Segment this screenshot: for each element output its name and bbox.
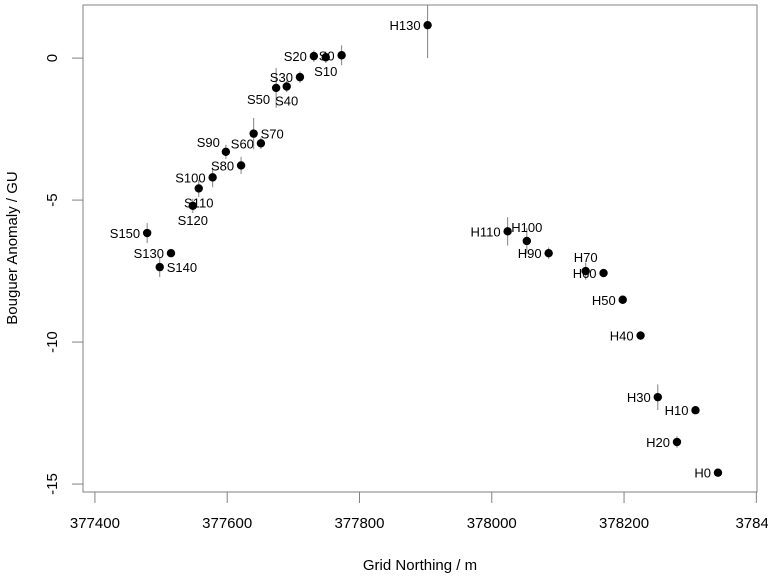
y-tick-label: 0 xyxy=(44,54,61,62)
data-point xyxy=(618,295,627,304)
point-label: S40 xyxy=(275,93,298,108)
y-tick-label: -10 xyxy=(44,331,61,353)
data-point xyxy=(208,173,217,182)
data-point xyxy=(166,248,176,258)
point-label: S80 xyxy=(211,158,234,173)
x-tick-label: 377400 xyxy=(70,515,120,532)
data-point xyxy=(713,468,723,477)
point-label: H60 xyxy=(573,266,597,281)
plot-frame xyxy=(82,4,758,493)
x-axis-label: Grid Northing / m xyxy=(363,557,477,574)
y-tick-label: -5 xyxy=(44,193,61,206)
data-point xyxy=(672,437,682,447)
point-label: S20 xyxy=(284,49,307,64)
data-point xyxy=(309,51,319,61)
x-tick-label: 37840 xyxy=(735,515,768,532)
point-label: S130 xyxy=(134,246,164,261)
point-label: S60 xyxy=(231,136,254,151)
data-point xyxy=(522,236,532,246)
data-point xyxy=(295,72,305,82)
data-point xyxy=(321,53,330,62)
data-point xyxy=(249,129,258,138)
data-point xyxy=(423,20,432,30)
point-label: H100 xyxy=(511,220,542,235)
point-label: S10 xyxy=(314,64,337,79)
data-point xyxy=(282,82,291,91)
point-label: S100 xyxy=(175,170,205,185)
data-point xyxy=(599,268,608,278)
x-tick-label: 377800 xyxy=(334,515,384,532)
data-point xyxy=(544,248,553,258)
data-point xyxy=(653,392,662,402)
point-label: S30 xyxy=(270,70,293,85)
point-label: H40 xyxy=(610,329,634,344)
axes: 377400 377600 377800 378000 378200 37840 -15 -1… xyxy=(44,54,768,532)
data-point xyxy=(256,139,266,148)
point-label: H110 xyxy=(471,224,501,239)
x-tick-label: 377600 xyxy=(202,515,252,532)
x-tick-label: 378000 xyxy=(467,515,517,532)
point-label: H50 xyxy=(592,293,616,308)
data-point xyxy=(271,83,281,93)
y-axis-label: Bouguer Anomaly / GU xyxy=(4,171,21,324)
point-label: S150 xyxy=(110,226,140,241)
point-label: S50 xyxy=(247,92,270,107)
point-label: S0 xyxy=(319,48,335,63)
data-point xyxy=(236,161,246,170)
point-label: H10 xyxy=(665,403,689,418)
point-label: H90 xyxy=(518,246,542,261)
data-point xyxy=(636,331,645,340)
point-label: S140 xyxy=(167,260,197,275)
data-point xyxy=(337,51,346,60)
point-label: H130 xyxy=(390,18,421,33)
y-tick-label: -15 xyxy=(44,473,61,495)
point-label: H20 xyxy=(646,435,670,450)
data-point xyxy=(142,228,152,238)
point-label: H70 xyxy=(574,250,598,265)
data-point xyxy=(188,201,197,210)
point-label: S120 xyxy=(178,213,208,228)
point-label: S110 xyxy=(184,195,213,210)
data-point xyxy=(503,227,512,236)
data-point xyxy=(221,147,231,157)
data-point xyxy=(691,406,700,415)
point-label: S70 xyxy=(261,127,284,142)
point-label: S90 xyxy=(197,135,220,150)
point-label: H0 xyxy=(694,466,711,481)
data-point xyxy=(581,266,590,276)
data-point xyxy=(194,184,203,193)
x-tick-label: 378200 xyxy=(599,515,649,532)
plot-marks xyxy=(142,5,723,477)
point-label: H30 xyxy=(627,390,651,405)
data-point xyxy=(155,262,164,272)
